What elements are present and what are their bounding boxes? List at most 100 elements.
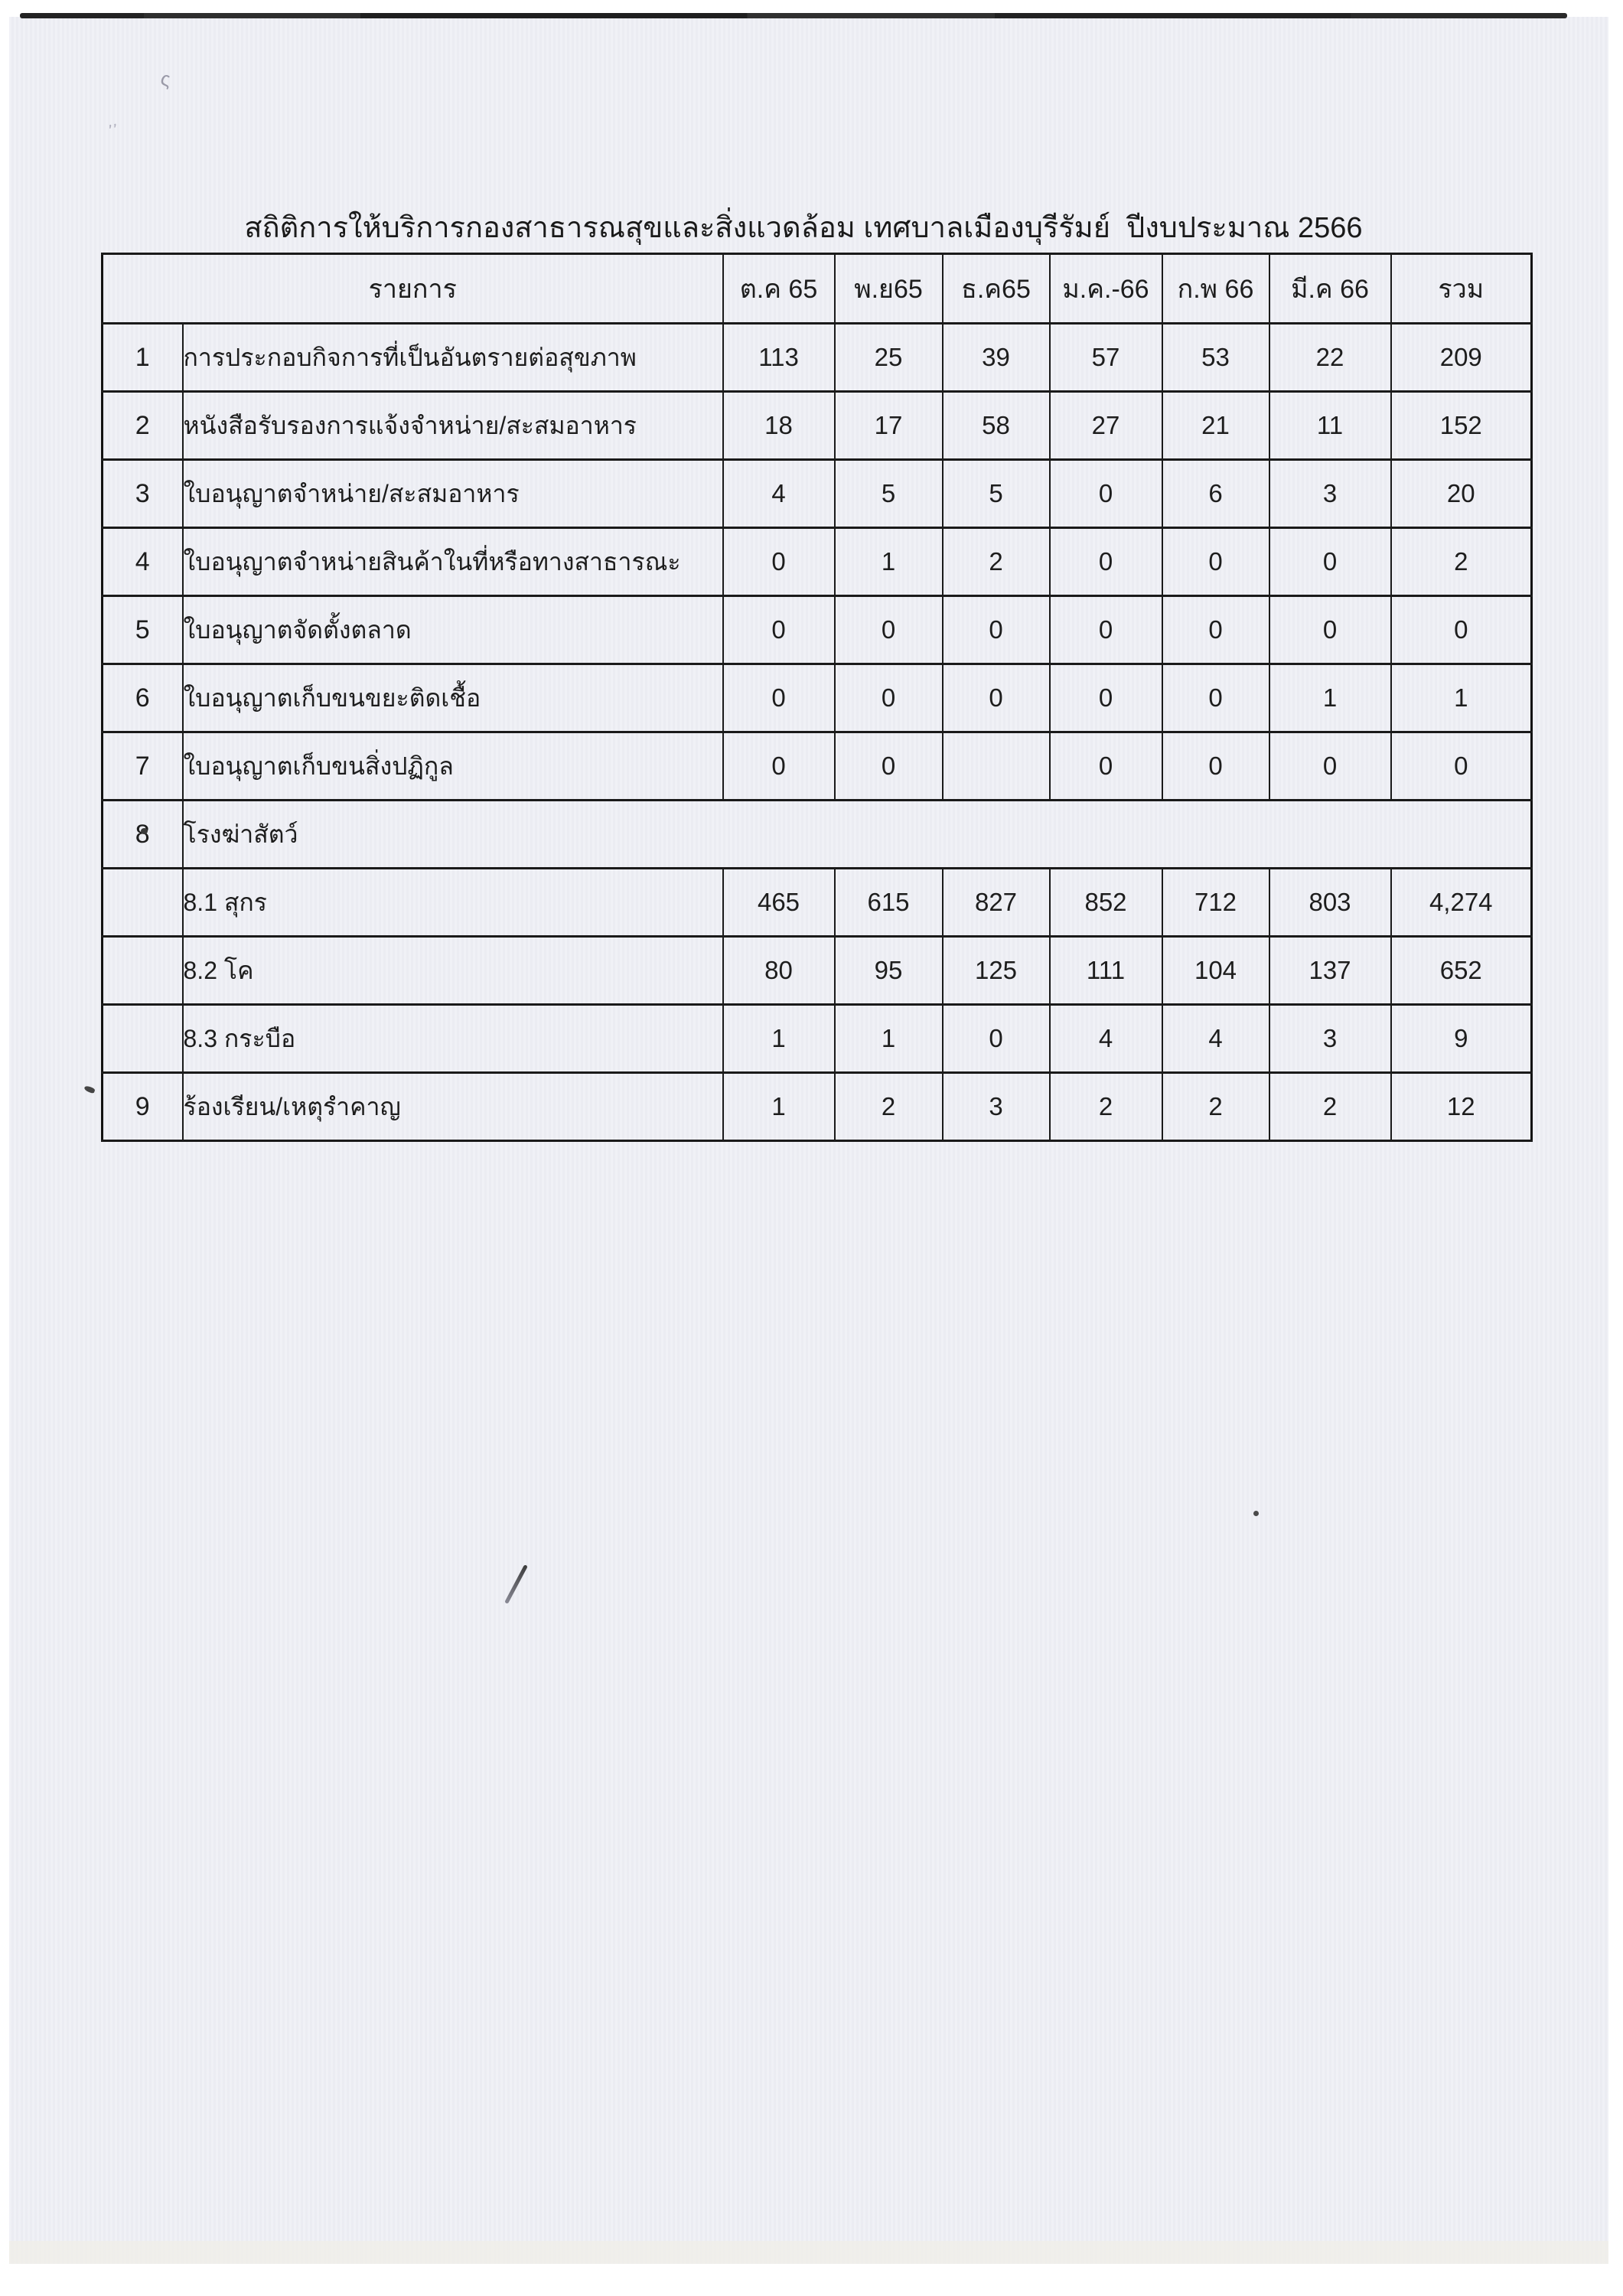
table-row: 8.1 สุกร 465 615 827 852 712 803 4,274 [101, 867, 1533, 938]
value-cell: 152 [1390, 390, 1533, 461]
table-row: 1 การประกอบกิจการที่เป็นอันตรายต่อสุขภาพ 1… [101, 322, 1533, 393]
value-cell: 0 [1390, 731, 1533, 801]
header-month: ม.ค.-66 [1048, 253, 1163, 325]
value-cell: 0 [833, 731, 943, 801]
value-cell: 0 [833, 595, 943, 665]
value-cell: 0 [1048, 527, 1163, 597]
value-cell: 0 [941, 1003, 1051, 1074]
table-row: 8.2 โค 80 95 125 111 104 137 652 [101, 935, 1533, 1006]
value-cell: 3 [1268, 458, 1392, 529]
value-cell: 0 [1048, 731, 1163, 801]
row-number-cell: 2 [101, 390, 184, 461]
row-number-cell: 9 [101, 1071, 184, 1142]
scanner-edge-artifact [20, 13, 1567, 18]
value-cell: 803 [1268, 867, 1392, 938]
table-row: 6 ใบอนุญาตเก็บขนขยะติดเชื้อ 0 0 0 0 0 1 1 [101, 663, 1533, 733]
value-cell: 2 [1161, 1071, 1270, 1142]
value-cell: 2 [833, 1071, 943, 1142]
value-cell: 3 [1268, 1003, 1392, 1074]
row-label-cell: 8.3 กระบือ [181, 1003, 724, 1074]
value-cell: 0 [722, 595, 836, 665]
row-number-cell: 3 [101, 458, 184, 529]
value-cell: 2 [1048, 1071, 1163, 1142]
value-cell: 4,274 [1390, 867, 1533, 938]
value-cell: 1 [833, 527, 943, 597]
value-cell: 4 [1048, 1003, 1163, 1074]
value-cell: 104 [1161, 935, 1270, 1006]
value-cell: 0 [1048, 663, 1163, 733]
value-cell: 2 [1390, 527, 1533, 597]
row-label-cell: ร้องเรียน/เหตุรำคาญ [181, 1071, 724, 1142]
value-cell: 0 [833, 663, 943, 733]
value-cell: 1 [833, 1003, 943, 1074]
value-cell: 1 [1390, 663, 1533, 733]
value-cell: 95 [833, 935, 943, 1006]
value-cell: 2 [1268, 1071, 1392, 1142]
row-label-cell: หนังสือรับรองการแจ้งจำหน่าย/สะสมอาหาร [181, 390, 724, 461]
value-cell: 712 [1161, 867, 1270, 938]
ink-dot [141, 828, 148, 834]
table-row: 2 หนังสือรับรองการแจ้งจำหน่าย/สะสมอาหาร 18… [101, 390, 1533, 461]
value-cell: 0 [722, 663, 836, 733]
value-cell: 652 [1390, 935, 1533, 1006]
value-cell: 17 [833, 390, 943, 461]
value-cell: 0 [1268, 527, 1392, 597]
value-cell: 53 [1161, 322, 1270, 393]
row-number-cell: 5 [101, 595, 184, 665]
header-month: ต.ค 65 [722, 253, 836, 325]
value-cell: 852 [1048, 867, 1163, 938]
value-cell: 0 [1161, 663, 1270, 733]
value-cell: 39 [941, 322, 1051, 393]
value-cell: 22 [1268, 322, 1392, 393]
row-number-cell: 6 [101, 663, 184, 733]
value-cell: 1 [1268, 663, 1392, 733]
row-label-cell: โรงฆ่าสัตว์ [181, 799, 1533, 869]
value-cell: 20 [1390, 458, 1533, 529]
row-label-cell: ใบอนุญาตเก็บขนขยะติดเชื้อ [181, 663, 724, 733]
row-number-cell: 7 [101, 731, 184, 801]
value-cell: 4 [1161, 1003, 1270, 1074]
value-cell: 3 [941, 1071, 1051, 1142]
header-month: ธ.ค65 [941, 253, 1051, 325]
row-label-cell: ใบอนุญาตจำหน่าย/สะสมอาหาร [181, 458, 724, 529]
value-cell: 6 [1161, 458, 1270, 529]
row-number-cell [101, 935, 184, 1006]
value-cell: 18 [722, 390, 836, 461]
header-month: ก.พ 66 [1161, 253, 1270, 325]
header-month: มี.ค 66 [1268, 253, 1392, 325]
document-title: สถิติการให้บริการกองสาธารณสุขและสิ่งแวดล… [244, 212, 1363, 244]
value-cell: 12 [1390, 1071, 1533, 1142]
row-number-cell [101, 867, 184, 938]
table-row: 3 ใบอนุญาตจำหน่าย/สะสมอาหาร 4 5 5 0 6 3 20 [101, 458, 1533, 529]
value-cell: 0 [1268, 731, 1392, 801]
value-cell: 615 [833, 867, 943, 938]
value-cell [941, 731, 1051, 801]
value-cell: 827 [941, 867, 1051, 938]
header-row: รายการ ต.ค 65 พ.ย65 ธ.ค65 ม.ค.-66 ก.พ 66… [101, 253, 1533, 325]
statistics-table-body: 1 การประกอบกิจการที่เป็นอันตรายต่อสุขภาพ 1… [101, 322, 1533, 1142]
table-row: 4 ใบอนุญาตจำหน่ายสินค้าในที่หรือทางสาธารณ… [101, 527, 1533, 597]
value-cell: 113 [722, 322, 836, 393]
value-cell: 111 [1048, 935, 1163, 1006]
value-cell: 465 [722, 867, 836, 938]
value-cell: 0 [722, 527, 836, 597]
header-month: พ.ย65 [833, 253, 943, 325]
value-cell: 58 [941, 390, 1051, 461]
header-item-label: รายการ [101, 253, 724, 325]
value-cell: 25 [833, 322, 943, 393]
row-number-cell [101, 1003, 184, 1074]
value-cell: 0 [1048, 458, 1163, 529]
value-cell: 0 [1390, 595, 1533, 665]
row-label-cell: การประกอบกิจการที่เป็นอันตรายต่อสุขภาพ [181, 322, 724, 393]
row-number-cell: 8 [101, 799, 184, 869]
value-cell: 5 [833, 458, 943, 529]
value-cell: 2 [941, 527, 1051, 597]
row-label-cell: 8.1 สุกร [181, 867, 724, 938]
row-number-cell: 4 [101, 527, 184, 597]
value-cell: 1 [722, 1003, 836, 1074]
statistics-table: รายการ ต.ค 65 พ.ย65 ธ.ค65 ม.ค.-66 ก.พ 66… [101, 253, 1533, 1142]
value-cell: 137 [1268, 935, 1392, 1006]
value-cell: 0 [1048, 595, 1163, 665]
table-row: 5 ใบอนุญาตจัดตั้งตลาด 0 0 0 0 0 0 0 [101, 595, 1533, 665]
